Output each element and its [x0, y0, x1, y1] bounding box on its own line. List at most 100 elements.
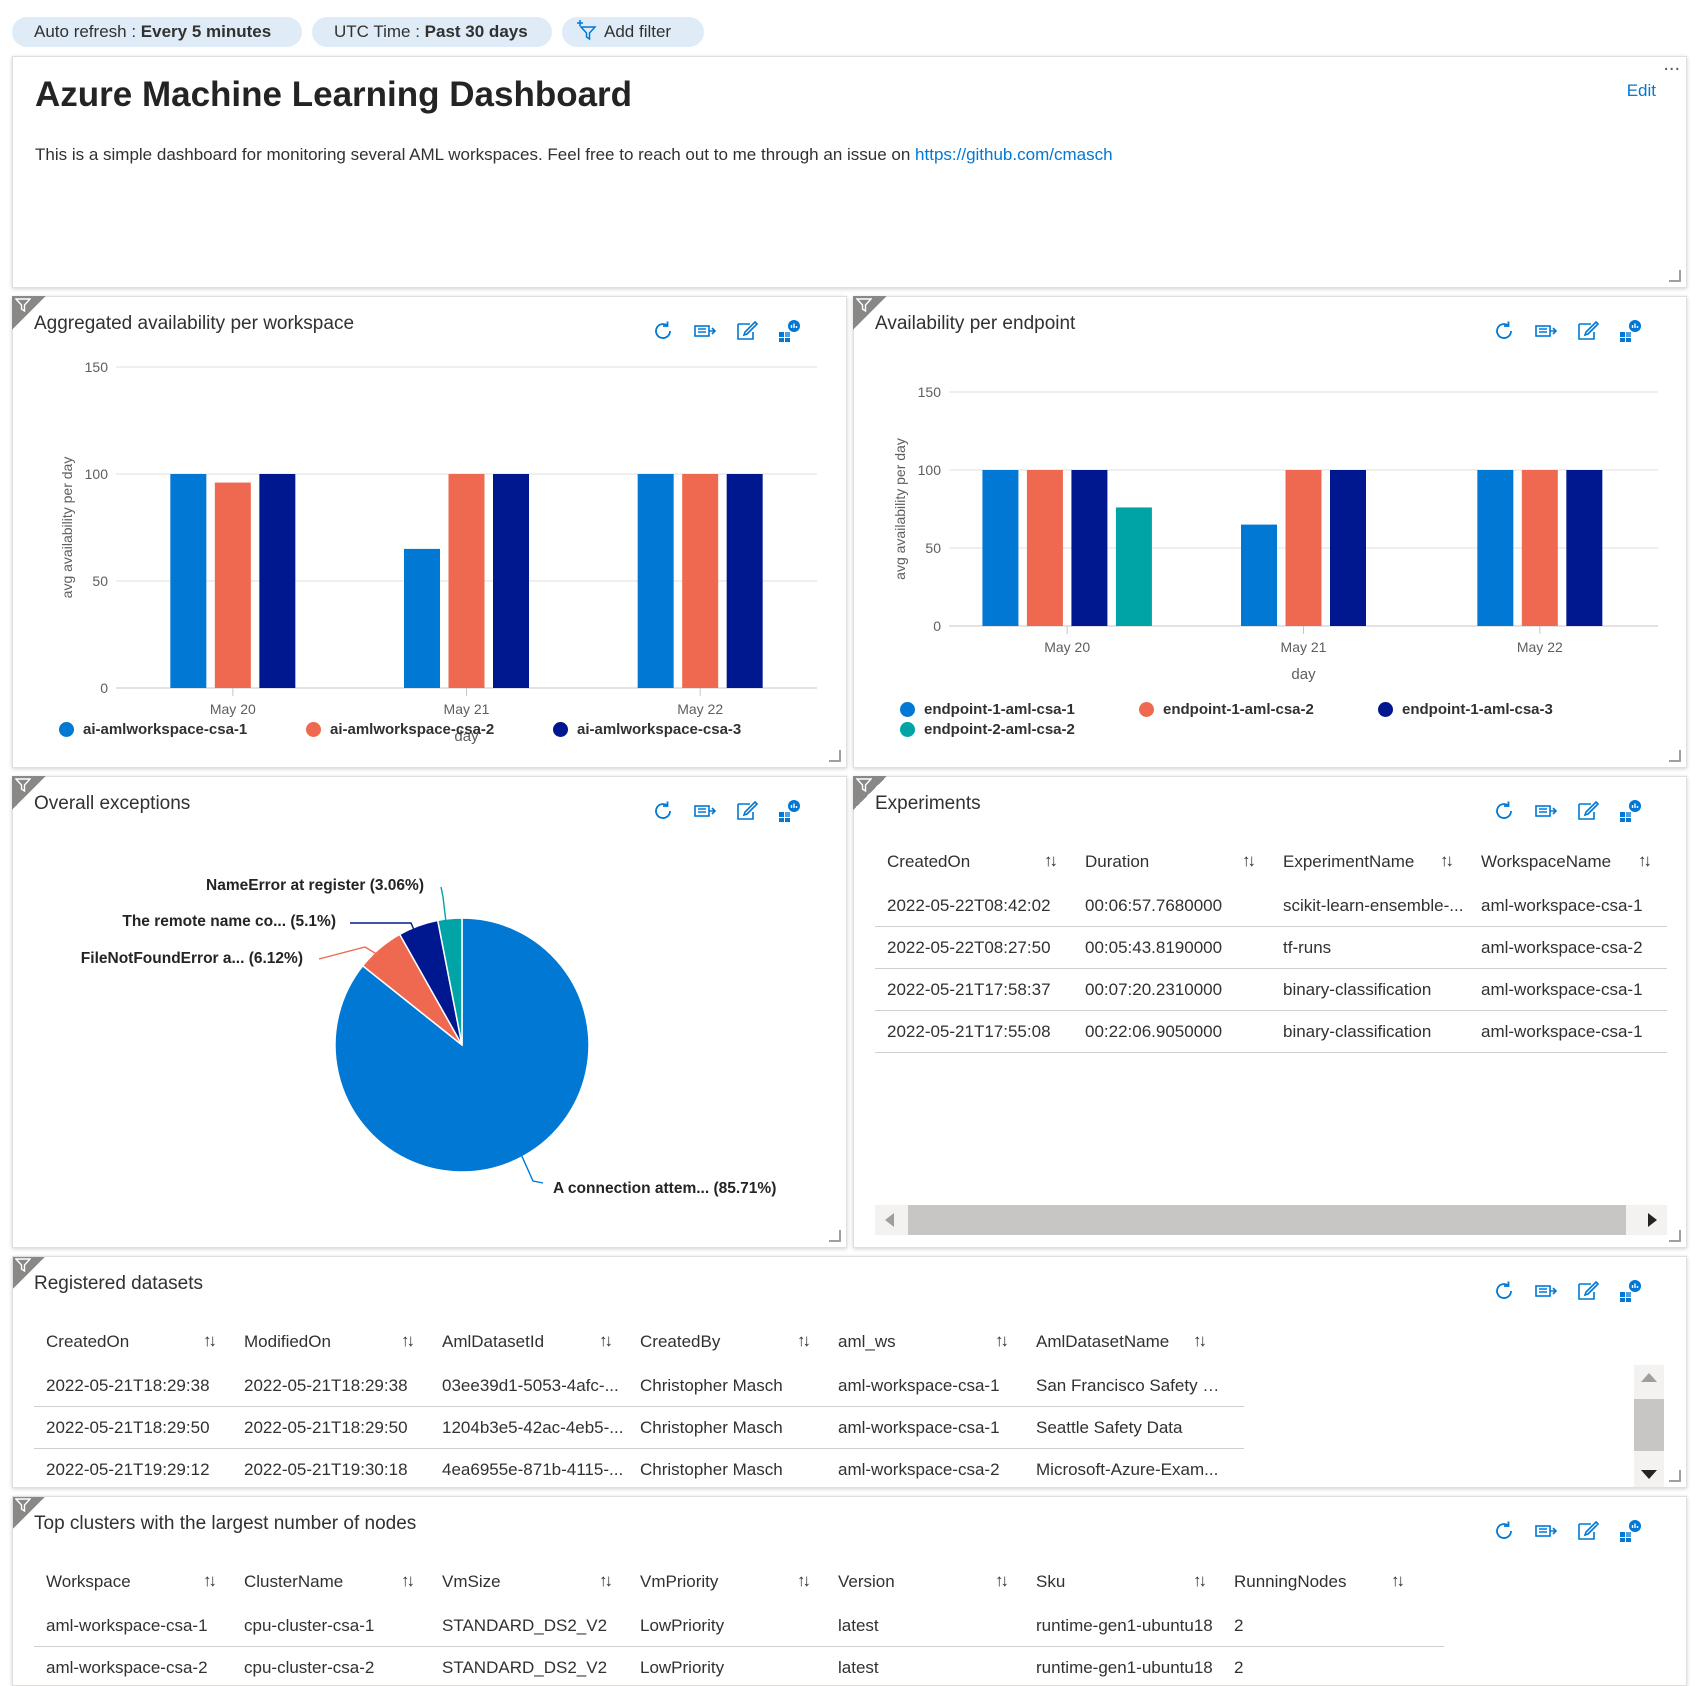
sort-icon[interactable]: ↑↓: [1440, 852, 1454, 870]
sort-icon[interactable]: ↑↓: [203, 1332, 217, 1350]
table-row[interactable]: 2022-05-21T18:29:50 2022-05-21T18:29:50 12…: [34, 1407, 1244, 1449]
bar[interactable]: [1330, 470, 1366, 626]
pin-icon[interactable]: [1618, 319, 1642, 343]
table-row[interactable]: 2022-05-21T17:55:08 00:22:06.9050000 binar…: [875, 1011, 1667, 1053]
column-header[interactable]: ExperimentName ↑↓: [1271, 852, 1469, 872]
column-header[interactable]: CreatedOn ↑↓: [875, 852, 1073, 872]
table-row[interactable]: 2022-05-22T08:27:50 00:05:43.8190000 tf-ru…: [875, 927, 1667, 969]
column-header[interactable]: AmlDatasetName ↑↓: [1024, 1332, 1222, 1352]
legend-item[interactable]: endpoint-2-aml-csa-2: [900, 721, 1075, 738]
scroll-right-icon[interactable]: [1648, 1213, 1657, 1227]
refresh-icon[interactable]: [1492, 1519, 1516, 1543]
pie-slice[interactable]: [436, 917, 463, 1046]
open-in-logs-icon[interactable]: [1534, 1519, 1558, 1543]
pin-icon[interactable]: [1618, 799, 1642, 823]
github-link[interactable]: https://github.com/cmasch: [915, 145, 1113, 164]
bar[interactable]: [1071, 470, 1108, 626]
table-row[interactable]: 2022-05-21T18:29:38 2022-05-21T18:29:38 03…: [34, 1365, 1244, 1407]
bar[interactable]: [493, 474, 529, 688]
refresh-icon[interactable]: [1492, 319, 1516, 343]
column-header[interactable]: WorkspaceName ↑↓: [1469, 852, 1667, 872]
column-header[interactable]: VmPriority ↑↓: [628, 1572, 826, 1592]
legend-item[interactable]: endpoint-1-aml-csa-1: [900, 701, 1075, 718]
refresh-icon[interactable]: [1492, 799, 1516, 823]
resize-handle[interactable]: [1669, 1230, 1681, 1242]
open-in-logs-icon[interactable]: [693, 319, 717, 343]
horizontal-scrollbar[interactable]: [875, 1205, 1667, 1235]
resize-handle[interactable]: [1669, 750, 1681, 762]
more-options-icon[interactable]: ...: [1663, 53, 1680, 75]
column-header[interactable]: Duration ↑↓: [1073, 852, 1271, 872]
sort-icon[interactable]: ↑↓: [995, 1572, 1009, 1590]
pie-slice[interactable]: [334, 917, 590, 1173]
column-header[interactable]: ModifiedOn ↑↓: [232, 1332, 430, 1352]
edit-icon[interactable]: [1576, 1279, 1600, 1303]
table-row[interactable]: aml-workspace-csa-2 cpu-cluster-csa-2 STAN…: [34, 1647, 1444, 1685]
sort-icon[interactable]: ↑↓: [1044, 852, 1058, 870]
sort-icon[interactable]: ↑↓: [1638, 852, 1652, 870]
resize-handle[interactable]: [829, 1230, 841, 1242]
refresh-icon[interactable]: [651, 319, 675, 343]
table-row[interactable]: 2022-05-21T17:58:37 00:07:20.2310000 binar…: [875, 969, 1667, 1011]
scroll-up-icon[interactable]: [1641, 1373, 1657, 1382]
open-in-logs-icon[interactable]: [1534, 319, 1558, 343]
bar[interactable]: [1477, 470, 1514, 626]
pin-icon[interactable]: [1618, 1519, 1642, 1543]
time-range-pill[interactable]: UTC Time : Past 30 days: [312, 17, 552, 47]
bar[interactable]: [1115, 507, 1152, 626]
open-in-logs-icon[interactable]: [1534, 799, 1558, 823]
sort-icon[interactable]: ↑↓: [797, 1332, 811, 1350]
edit-icon[interactable]: [1576, 319, 1600, 343]
bar[interactable]: [726, 474, 763, 688]
column-header[interactable]: AmlDatasetId ↑↓: [430, 1332, 628, 1352]
column-header[interactable]: Workspace ↑↓: [34, 1572, 232, 1592]
scroll-left-icon[interactable]: [885, 1213, 894, 1227]
auto-refresh-pill[interactable]: Auto refresh : Every 5 minutes: [12, 17, 302, 47]
add-filter-button[interactable]: Add filter: [562, 17, 704, 47]
resize-handle[interactable]: [829, 750, 841, 762]
scroll-down-icon[interactable]: [1641, 1470, 1657, 1479]
refresh-icon[interactable]: [1492, 1279, 1516, 1303]
refresh-icon[interactable]: [651, 799, 675, 823]
resize-handle[interactable]: [1669, 270, 1681, 282]
column-header[interactable]: CreatedOn ↑↓: [34, 1332, 232, 1352]
bar[interactable]: [170, 474, 207, 688]
bar[interactable]: [404, 548, 440, 688]
legend-item[interactable]: ai-amlworkspace-csa-1: [59, 721, 247, 738]
bar[interactable]: [682, 474, 719, 688]
scrollbar-thumb[interactable]: [908, 1205, 1626, 1235]
edit-link[interactable]: Edit: [1626, 81, 1656, 100]
edit-icon[interactable]: [1576, 799, 1600, 823]
open-in-logs-icon[interactable]: [1534, 1279, 1558, 1303]
bar[interactable]: [1521, 470, 1558, 626]
sort-icon[interactable]: ↑↓: [1391, 1572, 1405, 1590]
sort-icon[interactable]: ↑↓: [1193, 1332, 1207, 1350]
bar[interactable]: [637, 474, 674, 688]
legend-item[interactable]: ai-amlworkspace-csa-3: [553, 721, 741, 738]
vertical-scrollbar[interactable]: [1634, 1365, 1664, 1487]
column-header[interactable]: Version ↑↓: [826, 1572, 1024, 1592]
sort-icon[interactable]: ↑↓: [599, 1572, 613, 1590]
table-row[interactable]: 2022-05-22T08:42:02 00:06:57.7680000 sciki…: [875, 885, 1667, 927]
sort-icon[interactable]: ↑↓: [995, 1332, 1009, 1350]
column-header[interactable]: aml_ws ↑↓: [826, 1332, 1024, 1352]
sort-icon[interactable]: ↑↓: [401, 1572, 415, 1590]
bar[interactable]: [214, 482, 251, 688]
sort-icon[interactable]: ↑↓: [797, 1572, 811, 1590]
pin-icon[interactable]: [1618, 1279, 1642, 1303]
pin-icon[interactable]: [777, 799, 801, 823]
resize-handle[interactable]: [1669, 1470, 1681, 1482]
column-header[interactable]: CreatedBy ↑↓: [628, 1332, 826, 1352]
edit-icon[interactable]: [735, 319, 759, 343]
column-header[interactable]: ClusterName ↑↓: [232, 1572, 430, 1592]
bar[interactable]: [1285, 470, 1322, 626]
edit-icon[interactable]: [735, 799, 759, 823]
pin-icon[interactable]: [777, 319, 801, 343]
bar[interactable]: [1566, 470, 1603, 626]
sort-icon[interactable]: ↑↓: [1193, 1572, 1207, 1590]
bar[interactable]: [1241, 524, 1277, 626]
bar[interactable]: [982, 470, 1019, 626]
legend-item[interactable]: endpoint-1-aml-csa-3: [1378, 701, 1553, 718]
table-row[interactable]: 2022-05-21T19:29:12 2022-05-21T19:30:18 4e…: [34, 1449, 1244, 1487]
column-header[interactable]: RunningNodes ↑↓: [1222, 1572, 1420, 1592]
